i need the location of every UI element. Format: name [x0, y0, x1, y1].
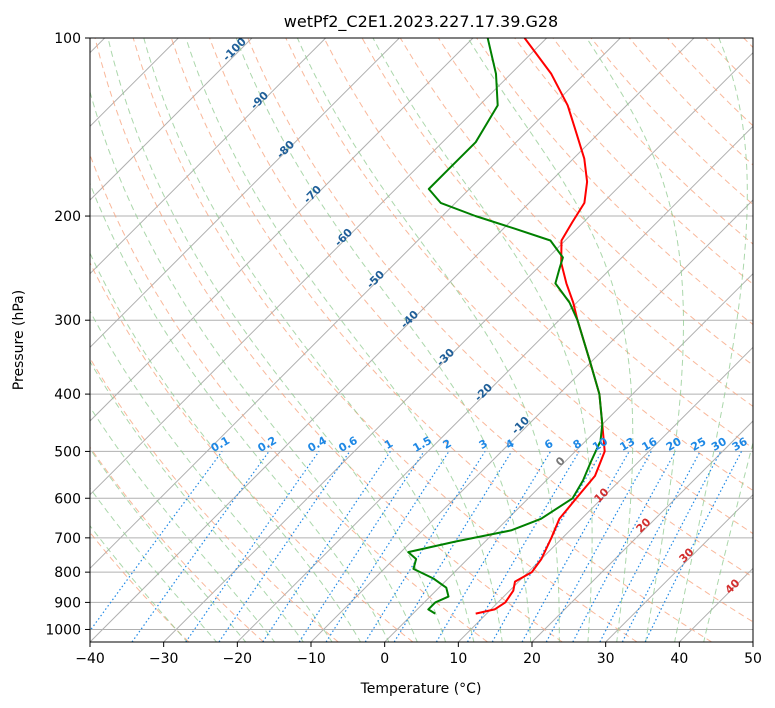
mixing-ratio-line — [218, 451, 351, 642]
y-tick-label: 300 — [54, 313, 81, 329]
x-tick-label: 10 — [449, 651, 467, 667]
y-tick-label: 600 — [54, 491, 81, 507]
mixing-ratio-line — [644, 451, 743, 642]
moist-adiabat — [90, 310, 333, 642]
isotherm-gridline — [236, 125, 753, 642]
x-tick-label: 40 — [670, 651, 688, 667]
x-axis: −40 −30 −20 −10 0 10 20 30 40 50 — [75, 642, 762, 667]
mixing-ratio-line — [131, 451, 270, 642]
mixing-ratio-line — [262, 451, 391, 642]
moist-adiabat — [90, 182, 390, 642]
x-tick-label: 20 — [523, 651, 541, 667]
moist-adiabat — [185, 38, 503, 642]
dewpoint-profile-line — [407, 38, 604, 615]
moist-adiabat — [90, 406, 276, 642]
mixing-ratio-line — [521, 451, 630, 642]
dry-adiabat — [285, 38, 753, 535]
y-tick-label: 200 — [54, 209, 81, 225]
y-tick-label: 800 — [54, 565, 81, 581]
isotherm-gridline — [90, 38, 327, 275]
isotherm-gridline — [90, 38, 253, 201]
dry-adiabat — [132, 38, 638, 642]
dry-adiabat — [514, 38, 753, 285]
isotherm-gridline — [90, 38, 621, 570]
data-series — [407, 38, 606, 615]
dry-adiabat — [94, 38, 563, 642]
y-tick-label: 1000 — [45, 622, 81, 638]
x-tick-label: −20 — [223, 651, 253, 667]
isotherm-gridline — [457, 346, 753, 642]
isotherm-gridline — [90, 38, 548, 496]
x-tick-label: 50 — [744, 651, 762, 667]
isotherm-gridline — [605, 493, 753, 642]
y-axis-label: Pressure (hPa) — [11, 290, 27, 390]
isotherm-gridline — [163, 51, 753, 642]
moist-adiabat — [674, 38, 748, 642]
moist-adiabat — [90, 90, 418, 642]
y-tick-label: 900 — [54, 595, 81, 611]
moist-adiabat — [143, 38, 475, 642]
mixing-ratio-line — [545, 451, 652, 642]
plot-frame — [89, 37, 754, 643]
mixing-ratio-line — [325, 451, 450, 642]
mixing-ratio-line — [393, 451, 513, 642]
dry-adiabat — [476, 38, 753, 326]
dry-adiabat — [247, 38, 753, 578]
moist-adiabat — [90, 360, 305, 642]
isotherm-gridline — [531, 420, 753, 642]
isotherm-gridline — [384, 272, 753, 642]
mixing-ratio-line — [298, 451, 425, 642]
moist-adiabat — [90, 524, 188, 642]
moist-adiabat — [586, 38, 684, 642]
moist-adiabat — [296, 38, 560, 642]
dry-adiabat — [90, 446, 264, 642]
dry-adiabat — [323, 38, 753, 492]
mixing-ratio-line — [572, 451, 677, 642]
y-axis: 100 200 300 400 500 600 700 800 900 1000 — [45, 31, 90, 638]
dry-adiabat — [209, 38, 753, 623]
x-tick-label: −10 — [296, 651, 326, 667]
y-tick-label: 500 — [54, 444, 81, 460]
moist-adiabat — [235, 38, 532, 642]
mixing-ratio-line — [621, 451, 722, 642]
mixing-ratio-line — [90, 451, 223, 632]
moist-adiabat — [90, 448, 247, 642]
y-tick-label: 400 — [54, 387, 81, 403]
dry-adiabat — [90, 261, 414, 642]
x-tick-label: 30 — [597, 651, 615, 667]
dry-adiabat — [90, 357, 339, 642]
moist-adiabat — [90, 252, 362, 642]
dry-adiabat — [170, 38, 712, 642]
x-axis-label: Temperature (°C) — [360, 681, 482, 697]
x-tick-label: −30 — [149, 651, 179, 667]
moist-adiabat — [467, 38, 634, 642]
chart-title: wetPf2_C2E1.2023.227.17.39.G28 — [284, 12, 558, 32]
y-tick-label: 700 — [54, 531, 81, 547]
x-tick-label: 0 — [380, 651, 389, 667]
background-lines — [90, 38, 753, 642]
isotherm-gridline — [90, 38, 400, 349]
x-tick-label: −40 — [75, 651, 105, 667]
moist-adiabat — [372, 38, 593, 642]
moist-adiabat — [703, 440, 753, 642]
y-tick-label: 100 — [54, 31, 81, 47]
mixing-ratio-line — [185, 451, 320, 642]
